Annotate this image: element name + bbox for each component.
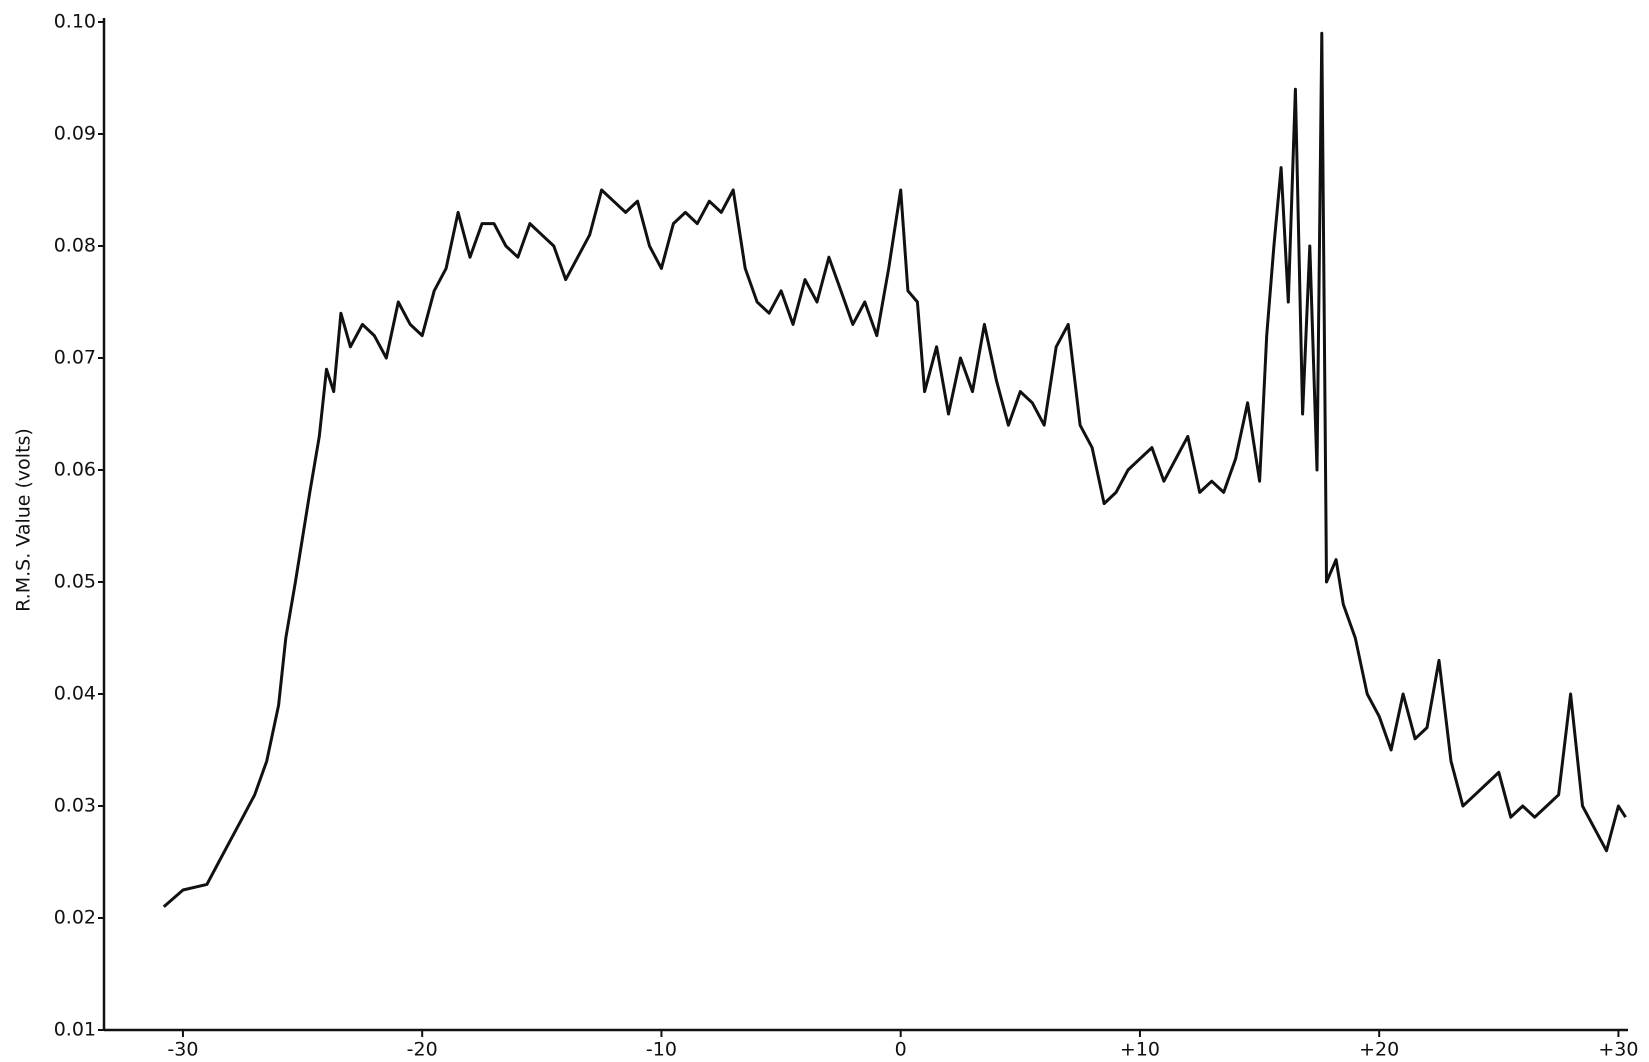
- x-tick-label: 0: [895, 1039, 907, 1061]
- y-tick-label: 0.04: [54, 683, 96, 705]
- data-line: [162, 31, 1627, 908]
- y-tick-label: 0.07: [54, 347, 96, 369]
- y-tick-label: 0.08: [54, 235, 96, 257]
- x-tick-label: +10: [1120, 1039, 1160, 1061]
- y-tick-label: 0.10: [54, 11, 96, 33]
- x-tick-label: +30: [1598, 1039, 1638, 1061]
- y-axis-label: R.M.S. Value (volts): [13, 428, 35, 612]
- x-tick-label: +20: [1359, 1039, 1399, 1061]
- y-tick-label: 0.09: [54, 123, 96, 145]
- x-tick-label: -20: [407, 1039, 438, 1061]
- y-tick-label: 0.05: [54, 571, 96, 593]
- y-tick-label: 0.02: [54, 907, 96, 929]
- y-tick-label: 0.06: [54, 459, 96, 481]
- x-tick-label: -10: [646, 1039, 677, 1061]
- x-tick-label: -30: [167, 1039, 198, 1061]
- y-tick-label: 0.03: [54, 795, 96, 817]
- y-tick-label: 0.01: [54, 1019, 96, 1041]
